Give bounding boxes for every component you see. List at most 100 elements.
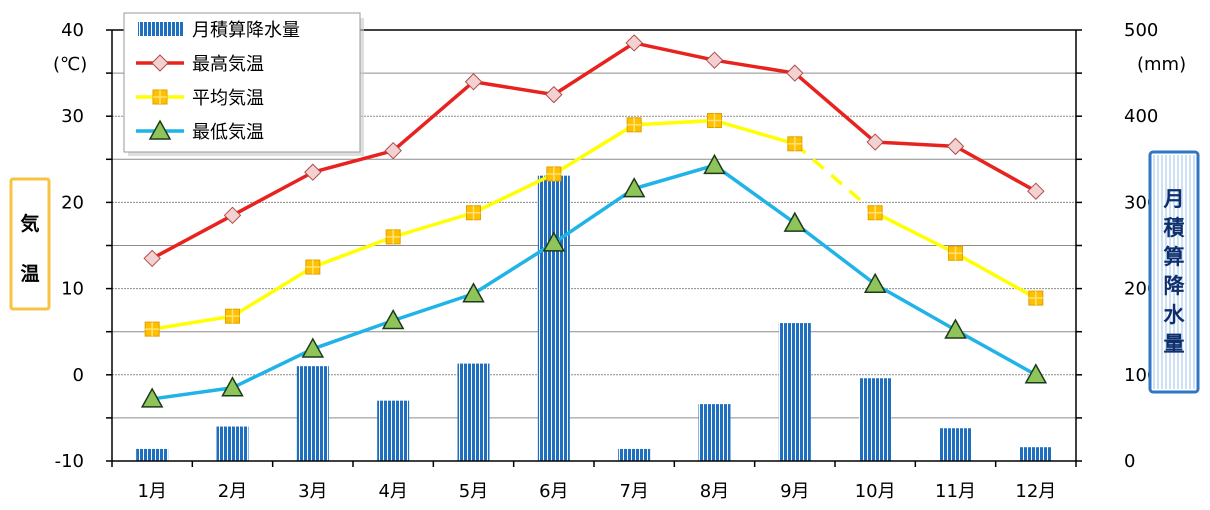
legend-label: 最低気温 <box>192 122 264 143</box>
x-tick-label: 2月 <box>218 481 247 502</box>
series-1-segment <box>714 58 796 75</box>
legend-label: 最高気温 <box>192 54 264 75</box>
series-3-segment <box>151 385 233 401</box>
series-1-point <box>786 64 804 82</box>
left-title-char: 気 <box>20 212 39 235</box>
series-3-point <box>462 282 485 303</box>
series-2-segment <box>472 172 555 215</box>
series-1-segment <box>473 79 555 97</box>
series-2-segment <box>874 211 957 255</box>
series-3-segment <box>874 282 957 332</box>
series-3-point <box>381 308 405 330</box>
left-axis-title-box: 気温 <box>9 177 51 311</box>
left-tick-label: -10 <box>55 451 84 472</box>
series-2-segment <box>714 118 796 146</box>
series-1-segment <box>633 41 715 62</box>
series-1-segment <box>392 80 475 153</box>
series-2-segment <box>634 118 715 127</box>
right-title-char: 積 <box>1164 216 1186 240</box>
right-title-char: 算 <box>1164 245 1185 269</box>
x-tick-label: 10月 <box>855 481 896 502</box>
left-tick-label: 30 <box>61 106 84 127</box>
right-title-char: 月 <box>1163 187 1185 211</box>
x-tick-label: 7月 <box>619 481 648 502</box>
left-title-char: 温 <box>20 263 39 285</box>
bar-1 <box>136 448 169 461</box>
right-axis-title: 月積算降水量 <box>1163 187 1186 356</box>
left-tick-label: 10 <box>61 279 84 300</box>
right-axis-unit: (mm) <box>1137 54 1186 75</box>
series-3-segment <box>312 318 394 351</box>
series-1-point <box>866 133 884 151</box>
series-3-segment <box>472 241 555 296</box>
series-3-segment <box>954 328 1037 377</box>
series-3-segment <box>552 187 636 245</box>
bar-7 <box>618 448 651 461</box>
x-tick-label: 6月 <box>539 481 568 502</box>
series-1-point <box>946 137 965 156</box>
bar-2 <box>216 426 249 461</box>
bar-12 <box>1019 447 1052 461</box>
series-3-segment <box>392 292 475 323</box>
series-3-point <box>301 337 325 358</box>
series-3-point <box>140 387 164 408</box>
left-axis-title: 気温 <box>20 212 39 285</box>
series-3-segment <box>633 163 715 191</box>
bar-8 <box>698 404 731 461</box>
series-2-segment <box>552 123 636 176</box>
series-2-segment <box>793 142 877 215</box>
bar-6 <box>537 175 570 462</box>
series-1-segment <box>312 148 394 174</box>
legend-marker <box>151 54 169 72</box>
series-2-segment <box>312 235 394 269</box>
left-tick-label: 20 <box>61 192 84 213</box>
x-tick-label: 11月 <box>935 481 976 502</box>
x-tick-label: 9月 <box>780 481 809 502</box>
right-tick-label: 500 <box>1124 20 1158 41</box>
series-1-segment <box>552 41 636 97</box>
series-1-segment <box>954 144 1037 193</box>
right-tick-label: 400 <box>1124 106 1158 127</box>
series-3-point <box>542 231 566 252</box>
legend-bar-swatch <box>138 22 184 36</box>
left-tick-label: 40 <box>61 20 84 41</box>
left-axis-unit: (℃) <box>53 54 87 75</box>
series-2-segment <box>231 265 314 318</box>
x-tick-label: 4月 <box>378 481 407 502</box>
series-3-point <box>863 272 887 294</box>
series-3-segment <box>793 221 877 286</box>
precipitation-bars <box>136 175 1052 462</box>
x-tick-label: 1月 <box>137 481 166 502</box>
series-3-point <box>1024 363 1048 384</box>
x-tick-label: 3月 <box>298 481 327 502</box>
right-title-char: 量 <box>1164 332 1185 356</box>
legend-label: 平均気温 <box>192 88 264 109</box>
bar-4 <box>377 400 410 461</box>
series-1-point <box>384 141 402 160</box>
right-axis-title-box: 月積算降水量 <box>1148 150 1200 394</box>
series-2-segment <box>151 314 233 331</box>
series-1-point <box>705 51 724 69</box>
series-1-point <box>304 163 322 181</box>
bar-5 <box>457 363 490 461</box>
temperature-lines <box>140 34 1048 408</box>
series-1-segment <box>793 71 877 144</box>
series-1-point <box>464 73 483 91</box>
series-3-point <box>783 211 807 232</box>
series-3-point <box>221 376 244 397</box>
x-tick-label: 5月 <box>459 481 488 502</box>
left-tick-label: 0 <box>73 365 84 386</box>
series-3-segment <box>713 163 796 225</box>
series-1-segment <box>875 140 956 149</box>
legend-marker <box>148 119 172 140</box>
bar-9 <box>778 323 811 461</box>
series-1-segment <box>151 213 234 260</box>
series-1-point <box>1027 182 1045 200</box>
legend-label: 月積算降水量 <box>192 20 300 41</box>
right-tick-label: 0 <box>1124 451 1135 472</box>
series-1-point <box>223 206 242 225</box>
series-2-segment <box>954 251 1037 300</box>
x-tick-label: 12月 <box>1015 481 1056 502</box>
